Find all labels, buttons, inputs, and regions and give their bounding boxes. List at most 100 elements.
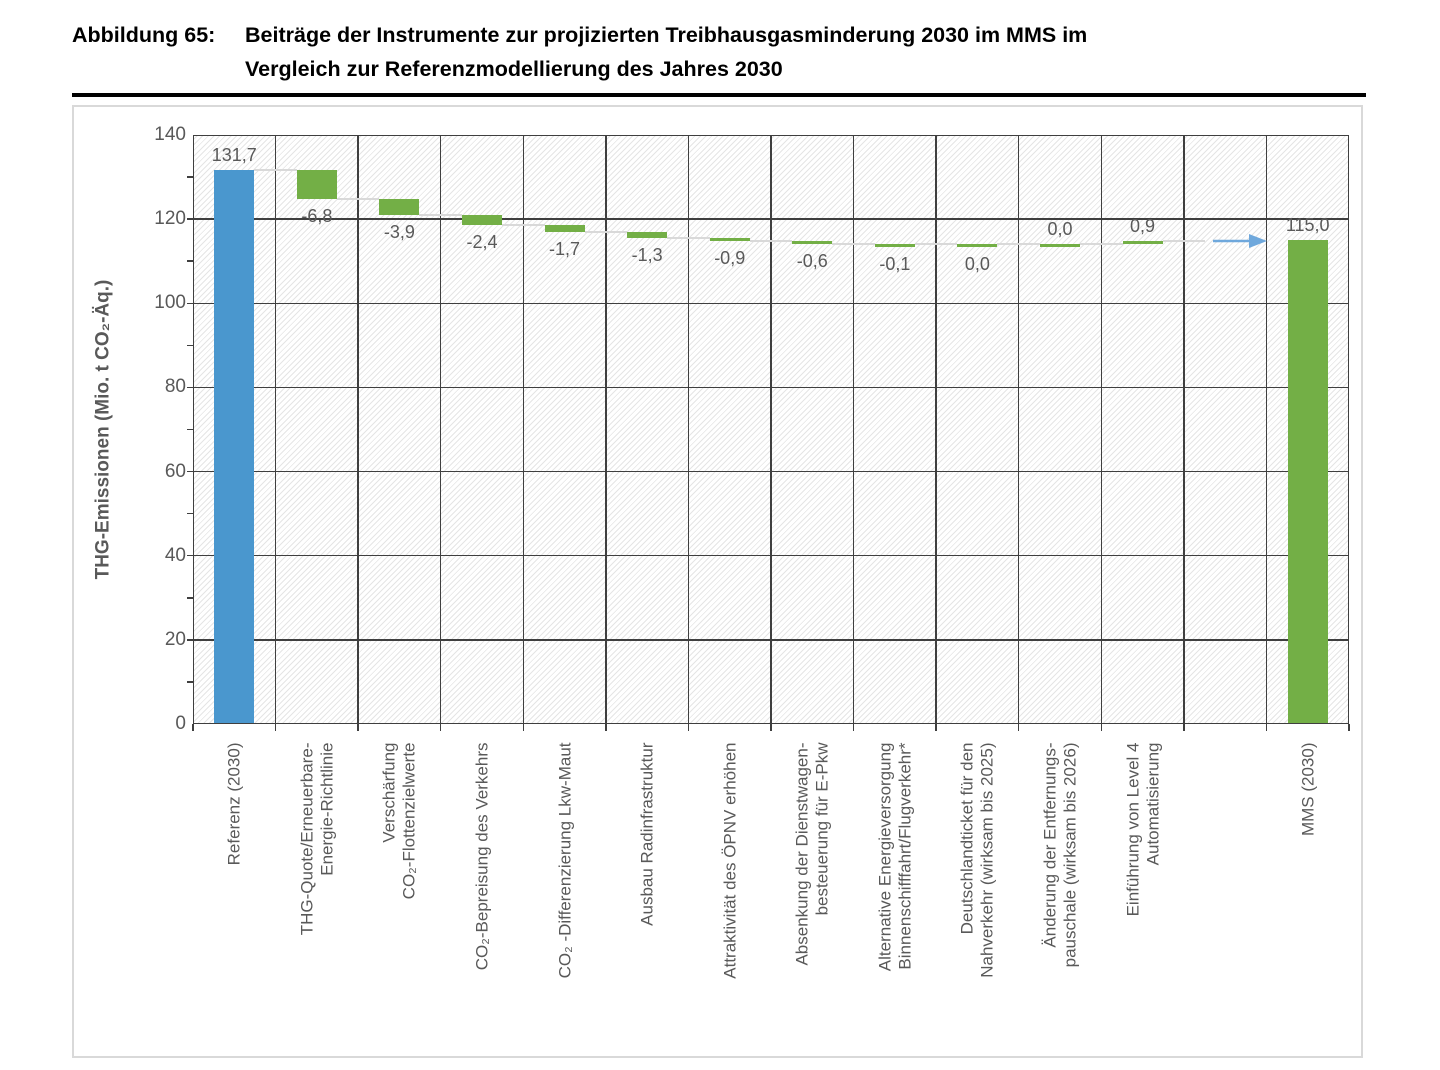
gridline-vertical — [852, 135, 855, 724]
category-label-line: Referenz (2030) — [224, 742, 244, 866]
waterfall-bar-2 — [379, 198, 420, 215]
category-label-line: besteuerung für E-Pkw — [812, 742, 832, 916]
x-tick — [439, 724, 442, 731]
x-tick — [1017, 724, 1020, 731]
value-label-3: -2,4 — [466, 232, 498, 253]
category-label-line: Automatisierung — [1142, 742, 1162, 866]
category-label-line: MMS (2030) — [1297, 742, 1317, 836]
x-tick — [935, 724, 937, 731]
y-tick-label: 100 — [154, 292, 186, 314]
connector-line — [1080, 243, 1123, 246]
y-minor-tick — [187, 386, 193, 389]
category-label-9: Deutschlandticket für den Nahverkehr (wir… — [936, 736, 1019, 1036]
value-label-5: -1,3 — [631, 244, 663, 265]
gridline-vertical — [1017, 135, 1020, 724]
y-minor-tick — [187, 302, 193, 305]
transfer-arrow-icon — [1213, 233, 1268, 248]
waterfall-bar-7 — [792, 241, 833, 245]
category-label-1: THG-Quote/Erneuerbare- Energie-Richtlinie — [275, 736, 358, 1036]
category-label-line: CO₂-Flottenzielwerte — [399, 742, 419, 900]
y-tick-label: 120 — [154, 208, 186, 230]
figure-caption-label: Abbildung 65: — [72, 23, 216, 47]
waterfall-bar-4 — [544, 225, 585, 233]
category-label-line: CO₂ -Differenzierung Lkw-Maut — [554, 742, 574, 979]
y-minor-tick — [187, 597, 193, 599]
connector-line — [1162, 239, 1206, 242]
y-minor-tick — [187, 681, 193, 683]
connector-line — [502, 224, 545, 227]
category-label-line: Energie-Richtlinie — [316, 742, 336, 876]
category-label-13: MMS (2030) — [1266, 736, 1349, 1036]
gridline-vertical — [274, 135, 277, 724]
x-tick — [605, 724, 607, 731]
x-tick — [1265, 724, 1268, 731]
category-label-line: Absenkung der Dienstwagen- — [792, 742, 812, 966]
gridline-vertical — [1183, 135, 1185, 724]
value-label-10: 0,0 — [1047, 219, 1073, 240]
figure-caption: Abbildung 65: Beiträge der Instrumente z… — [72, 18, 1087, 86]
y-minor-tick — [187, 428, 193, 431]
value-label-9: 0,0 — [964, 254, 990, 275]
y-tick-label: 0 — [175, 713, 186, 734]
waterfall-bar-11 — [1122, 240, 1163, 245]
category-label-line: Deutschlandticket für den — [957, 742, 977, 935]
y-tick-label: 140 — [154, 124, 186, 145]
category-label-line: THG-Quote/Erneuerbare- — [297, 742, 317, 935]
gridline-vertical — [1100, 135, 1103, 724]
category-label-7: Absenkung der Dienstwagen-besteuerung fü… — [771, 736, 854, 1036]
connector-line — [997, 243, 1040, 246]
waterfall-bar-10 — [1040, 244, 1080, 248]
category-label-6: Attraktivität des ÖPNV erhöhen — [688, 736, 771, 1036]
connector-line — [667, 236, 710, 239]
category-label-line: Binnenschifffahrt/Flugverkehr* — [894, 742, 914, 970]
x-tick — [1183, 724, 1185, 731]
category-label-line: Ausbau Radinfrastruktur — [637, 742, 657, 926]
waterfall-bar-6 — [709, 237, 750, 242]
category-label-8: Alternative Energieversorgung Binnenschif… — [853, 736, 936, 1036]
connector-line — [749, 240, 793, 243]
waterfall-bar-5 — [627, 232, 668, 238]
category-label-10: Änderung der Entfernungs-pauschale (wirk… — [1019, 736, 1102, 1036]
value-label-4: -1,7 — [549, 239, 581, 260]
gridline-vertical — [687, 135, 690, 724]
category-label-line: pauschale (wirksam bis 2026) — [1060, 742, 1079, 968]
y-tick-label: 20 — [164, 628, 186, 650]
waterfall-bar-13 — [1287, 240, 1328, 724]
value-label-7: -0,6 — [796, 251, 828, 272]
y-minor-tick — [187, 344, 193, 347]
category-label-line: Alternative Energieversorgung — [875, 742, 895, 971]
connector-line — [336, 197, 380, 200]
category-label-line: Attraktivität des ÖPNV erhöhen — [719, 742, 739, 979]
category-label-line: CO₂-Bepreisung des Verkehrs — [472, 742, 492, 970]
y-minor-tick — [187, 218, 193, 220]
value-label-0: 131,7 — [211, 144, 257, 165]
x-tick — [192, 724, 194, 731]
x-tick — [357, 724, 359, 731]
gridline-vertical — [439, 135, 442, 724]
x-tick — [852, 724, 855, 731]
figure-caption-text: Beiträge der Instrumente zur projizierte… — [245, 18, 1087, 86]
caption-rule — [72, 93, 1366, 97]
y-tick-label: 40 — [164, 544, 186, 566]
gridline-vertical — [605, 135, 607, 724]
gridline-vertical — [935, 135, 937, 724]
x-tick — [1348, 724, 1350, 731]
y-minor-tick — [187, 176, 193, 178]
figure-caption-line-1: Beiträge der Instrumente zur projizierte… — [245, 23, 1088, 47]
value-label-2: -3,9 — [383, 221, 415, 242]
category-label-line: Einführung von Level 4 — [1123, 742, 1143, 917]
category-label-11: Einführung von Level 4 Automatisierung — [1101, 736, 1184, 1036]
value-label-11: 0,9 — [1130, 215, 1156, 236]
value-label-13: 115,0 — [1285, 215, 1330, 236]
figure-caption-line-2: Vergleich zur Referenzmodellierung des J… — [245, 57, 783, 81]
x-tick — [687, 724, 690, 731]
gridline-vertical — [770, 135, 772, 724]
waterfall-chart: THG-Emissionen (Mio. t CO₂-Äq.) 131,7 -6,… — [72, 105, 1363, 1058]
category-label-line: Nahverkehr (wirksam bis 2025) — [977, 742, 997, 978]
waterfall-bar-9 — [957, 244, 998, 248]
category-label-0: Referenz (2030) — [193, 736, 276, 1036]
waterfall-bar-3 — [462, 214, 502, 226]
connector-line — [419, 213, 462, 216]
gridline-vertical — [357, 135, 359, 724]
